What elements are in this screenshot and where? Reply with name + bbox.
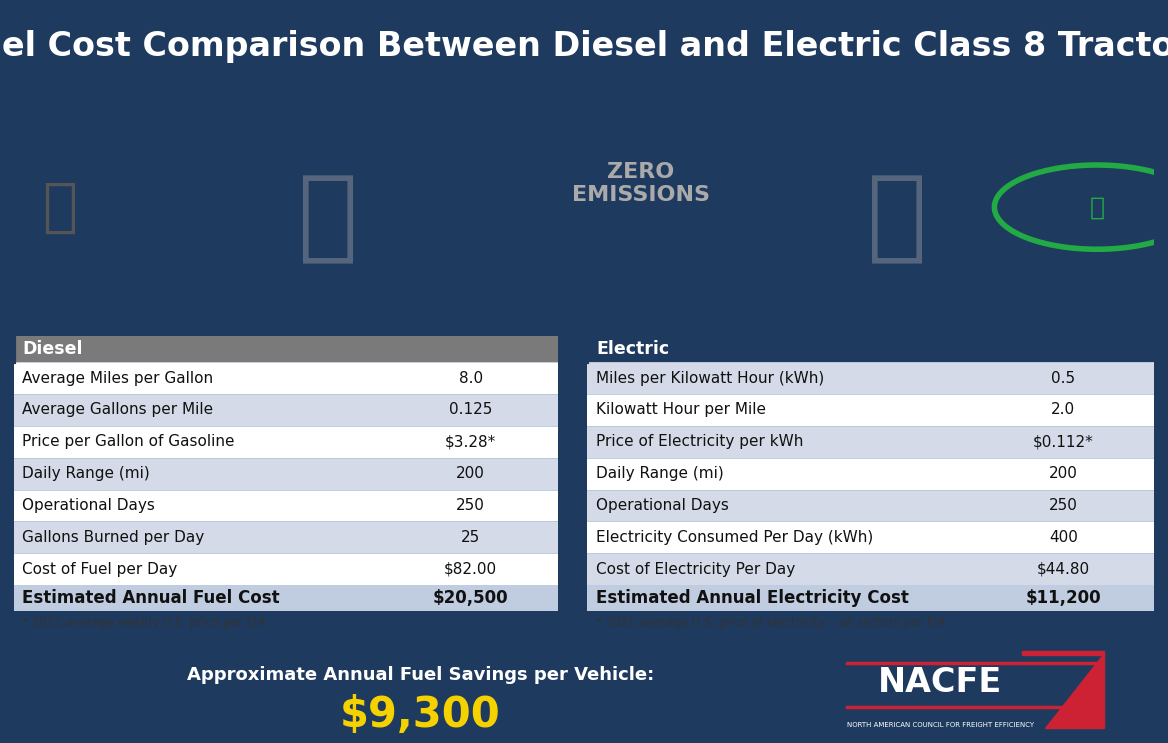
Bar [14,554,558,585]
Text: ⛽: ⛽ [42,178,77,236]
Text: Kilowatt Hour per Mile: Kilowatt Hour per Mile [596,403,766,418]
Bar [14,490,558,522]
Bar [14,394,558,426]
Bar [14,336,558,362]
Text: $44.80: $44.80 [1037,562,1090,577]
Text: Cost of Electricity Per Day: Cost of Electricity Per Day [596,562,795,577]
Bar [14,585,558,611]
Bar [588,522,1154,554]
Text: * 2021 average U.S. price of electricity – all sectors per EIA: * 2021 average U.S. price of electricity… [596,616,946,629]
Text: Approximate Annual Fuel Savings per Vehicle:: Approximate Annual Fuel Savings per Vehi… [187,666,654,684]
Text: Electric: Electric [596,340,669,358]
FancyBboxPatch shape [841,651,1110,735]
Bar [14,522,558,554]
Bar [588,362,1154,394]
Text: Daily Range (mi): Daily Range (mi) [22,466,150,481]
Text: Daily Range (mi): Daily Range (mi) [596,466,724,481]
Polygon shape [1022,651,1104,655]
Text: Miles per Kilowatt Hour (kWh): Miles per Kilowatt Hour (kWh) [596,371,825,386]
Text: 250: 250 [457,498,485,513]
Text: Average Miles per Gallon: Average Miles per Gallon [22,371,214,386]
Bar [14,362,558,394]
Text: $3.28*: $3.28* [445,434,496,450]
Text: 🚛: 🚛 [868,170,927,267]
Text: 0.5: 0.5 [1051,371,1076,386]
Bar [588,554,1154,585]
Text: Operational Days: Operational Days [22,498,155,513]
Text: Estimated Annual Fuel Cost: Estimated Annual Fuel Cost [22,589,280,607]
Text: Diesel: Diesel [22,340,83,358]
Text: $9,300: $9,300 [340,694,501,736]
Text: NORTH AMERICAN COUNCIL FOR FREIGHT EFFICIENCY: NORTH AMERICAN COUNCIL FOR FREIGHT EFFIC… [847,722,1034,728]
Text: Electricity Consumed Per Day (kWh): Electricity Consumed Per Day (kWh) [596,530,874,545]
Text: 2.0: 2.0 [1051,403,1076,418]
Text: 8.0: 8.0 [459,371,482,386]
Text: Price of Electricity per kWh: Price of Electricity per kWh [596,434,804,450]
Polygon shape [1045,652,1104,728]
Text: NACFE: NACFE [878,666,1002,699]
Text: 200: 200 [1049,466,1078,481]
Bar [588,394,1154,426]
Text: 25: 25 [461,530,480,545]
Text: Fuel Cost Comparison Between Diesel and Electric Class 8 Tractors: Fuel Cost Comparison Between Diesel and … [0,30,1168,63]
Text: Estimated Annual Electricity Cost: Estimated Annual Electricity Cost [596,589,909,607]
Text: 🚛: 🚛 [298,170,357,267]
Bar [588,458,1154,490]
Text: Average Gallons per Mile: Average Gallons per Mile [22,403,214,418]
Text: 200: 200 [457,466,485,481]
Text: Price per Gallon of Gasoline: Price per Gallon of Gasoline [22,434,235,450]
Text: ZERO
EMISSIONS: ZERO EMISSIONS [572,162,710,205]
Text: $82.00: $82.00 [444,562,498,577]
Bar [588,490,1154,522]
Bar [588,426,1154,458]
Bar [14,458,558,490]
Text: 250: 250 [1049,498,1078,513]
Text: Gallons Burned per Day: Gallons Burned per Day [22,530,204,545]
Text: $0.112*: $0.112* [1033,434,1093,450]
Bar [588,336,1154,362]
Text: * 2021 average weekly U.S. price per EIA: * 2021 average weekly U.S. price per EIA [22,616,265,629]
Bar [588,585,1154,611]
Text: Operational Days: Operational Days [596,498,729,513]
Text: 🔌: 🔌 [1090,195,1105,219]
Text: $20,500: $20,500 [433,589,508,607]
Text: 400: 400 [1049,530,1078,545]
Text: 0.125: 0.125 [449,403,493,418]
Bar [14,426,558,458]
Text: Cost of Fuel per Day: Cost of Fuel per Day [22,562,178,577]
Text: $11,200: $11,200 [1026,589,1101,607]
